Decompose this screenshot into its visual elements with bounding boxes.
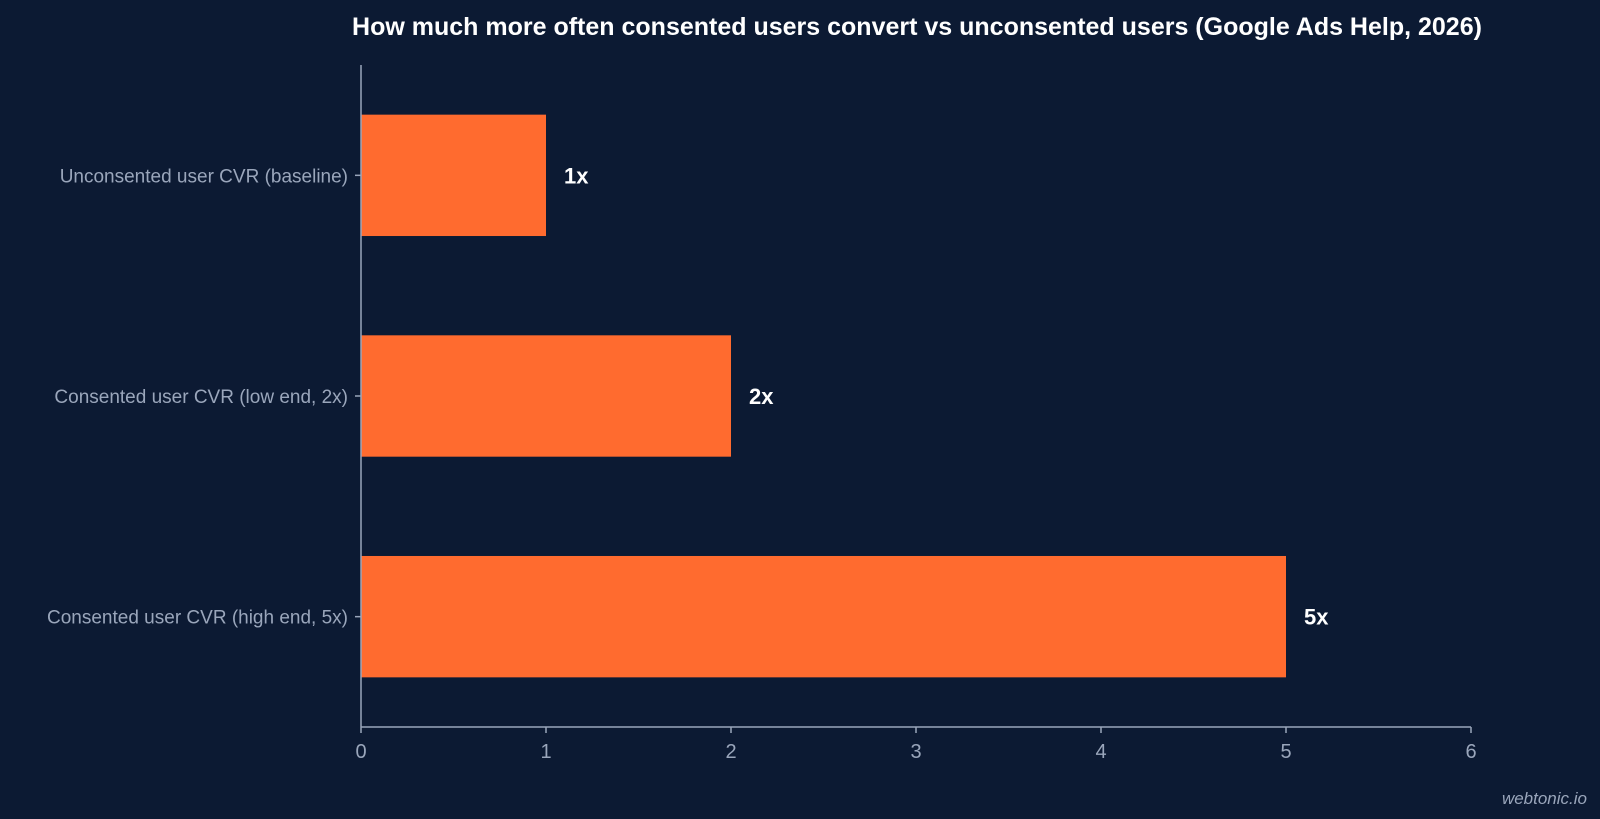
bars-group: 1x 2x 5x	[361, 114, 1329, 678]
x-tick-label-2: 2	[725, 741, 736, 763]
x-tick-label-1: 1	[540, 741, 551, 763]
category-label-3: Consented user CVR (high end, 5x)	[47, 608, 348, 629]
x-tick-label-4: 4	[1095, 741, 1106, 763]
data-label-2: 2x	[749, 384, 774, 409]
bar-3	[361, 555, 1286, 678]
x-tick-label-0: 0	[355, 741, 366, 763]
x-tick-label-3: 3	[910, 741, 921, 763]
bar-1	[361, 114, 546, 237]
data-label-1: 1x	[564, 163, 589, 188]
x-tick-label-6: 6	[1465, 741, 1476, 763]
axes-group: Unconsented user CVR (baseline) Consented…	[47, 65, 1477, 763]
category-label-2: Consented user CVR (low end, 2x)	[54, 387, 348, 408]
chart-title: How much more often consented users conv…	[352, 13, 1482, 41]
data-label-3: 5x	[1304, 605, 1329, 630]
watermark: webtonic.io	[1502, 789, 1587, 808]
bar-2	[361, 335, 731, 457]
category-label-1: Unconsented user CVR (baseline)	[60, 166, 348, 187]
x-tick-label-5: 5	[1280, 741, 1291, 763]
